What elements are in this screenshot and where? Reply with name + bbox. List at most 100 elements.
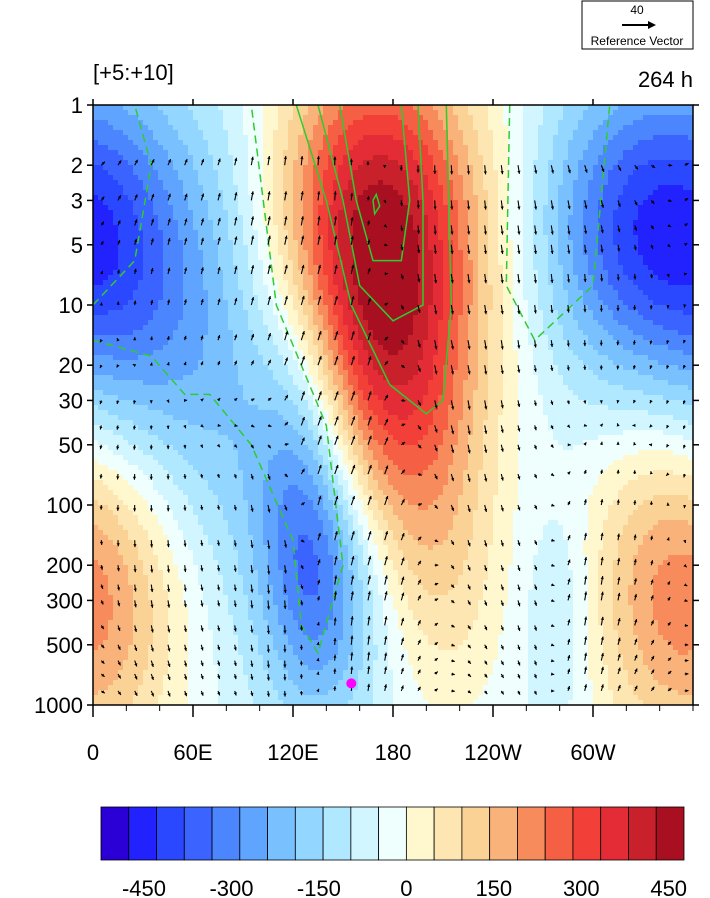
shade-cell [338,310,344,316]
shade-cell [468,210,474,216]
shade-cell [443,225,449,231]
shade-cell [648,280,654,286]
shade-cell [263,235,269,241]
shade-cell [573,110,579,116]
shade-cell [673,205,679,211]
shade-cell [558,255,564,261]
shade-cell [113,290,119,296]
shade-cell [578,185,584,191]
shade-cell [468,170,474,176]
shade-cell [508,115,514,121]
shade-cell [538,190,544,196]
shade-cell [433,145,439,151]
shade-cell [118,260,124,266]
shade-cell [608,170,614,176]
shade-cell [443,165,449,171]
shade-cell [348,285,354,291]
shade-cell [198,145,204,151]
shade-cell [623,165,629,171]
shade-cell [373,270,379,276]
shade-cell [403,285,409,291]
shade-cell [248,140,254,146]
shade-cell [228,170,234,176]
shade-cell [673,200,679,206]
shade-cell [593,240,599,246]
shade-cell [403,110,409,116]
shade-cell [103,130,109,136]
shade-cell [423,305,429,311]
shade-cell [388,105,394,111]
shade-cell [313,140,319,146]
shade-cell [498,105,504,111]
shade-cell [588,225,594,231]
shade-cell [103,110,109,116]
shade-cell [558,120,564,126]
shade-cell [183,295,189,301]
shade-cell [293,130,299,136]
shade-cell [528,205,534,211]
shade-cell [508,270,514,276]
shade-cell [323,165,329,171]
shade-cell [138,215,144,221]
shade-cell [648,130,654,136]
shade-cell [468,115,474,121]
shade-cell [438,220,444,226]
shade-cell [653,140,659,146]
shade-cell [363,270,369,276]
shade-cell [623,185,629,191]
shade-cell [333,230,339,236]
shade-cell [468,255,474,261]
shade-cell [248,160,254,166]
shade-cell [333,115,339,121]
shade-cell [108,275,114,281]
shade-cell [253,150,259,156]
shade-cell [528,200,534,206]
shade-cell [683,225,689,231]
shade-cell [228,275,234,281]
shade-cell [93,265,99,271]
shade-cell [398,220,404,226]
shade-cell [213,195,219,201]
shade-cell [428,275,434,281]
shade-cell [573,225,579,231]
shade-cell [513,155,519,161]
shade-cell [383,295,389,301]
shade-cell [613,105,619,111]
shade-cell [523,165,529,171]
shade-cell [293,105,299,111]
shade-cell [333,105,339,111]
shade-cell [158,245,164,251]
shade-cell [433,295,439,301]
shade-cell [513,140,519,146]
shade-cell [528,160,534,166]
shade-cell [353,225,359,231]
shade-cell [608,115,614,121]
shade-cell [278,305,284,311]
shade-cell [503,135,509,141]
shade-cell [318,125,324,131]
shade-cell [658,165,664,171]
shade-cell [208,145,214,151]
shade-cell [263,245,269,251]
shade-cell [148,135,154,141]
shade-cell [408,270,414,276]
shade-cell [438,200,444,206]
shade-cell [533,235,539,241]
shade-cell [238,310,244,316]
shade-cell [98,230,104,236]
shade-cell [373,145,379,151]
shade-cell [233,140,239,146]
shade-cell [468,290,474,296]
shade-cell [98,175,104,181]
shade-cell [453,210,459,216]
shade-cell [488,140,494,146]
shade-cell [248,175,254,181]
shade-cell [323,175,329,181]
shade-cell [213,305,219,311]
shade-cell [118,155,124,161]
shade-cell [258,115,264,121]
shade-cell [188,230,194,236]
shade-cell [183,205,189,211]
shade-cell [318,240,324,246]
shade-cell [378,145,384,151]
